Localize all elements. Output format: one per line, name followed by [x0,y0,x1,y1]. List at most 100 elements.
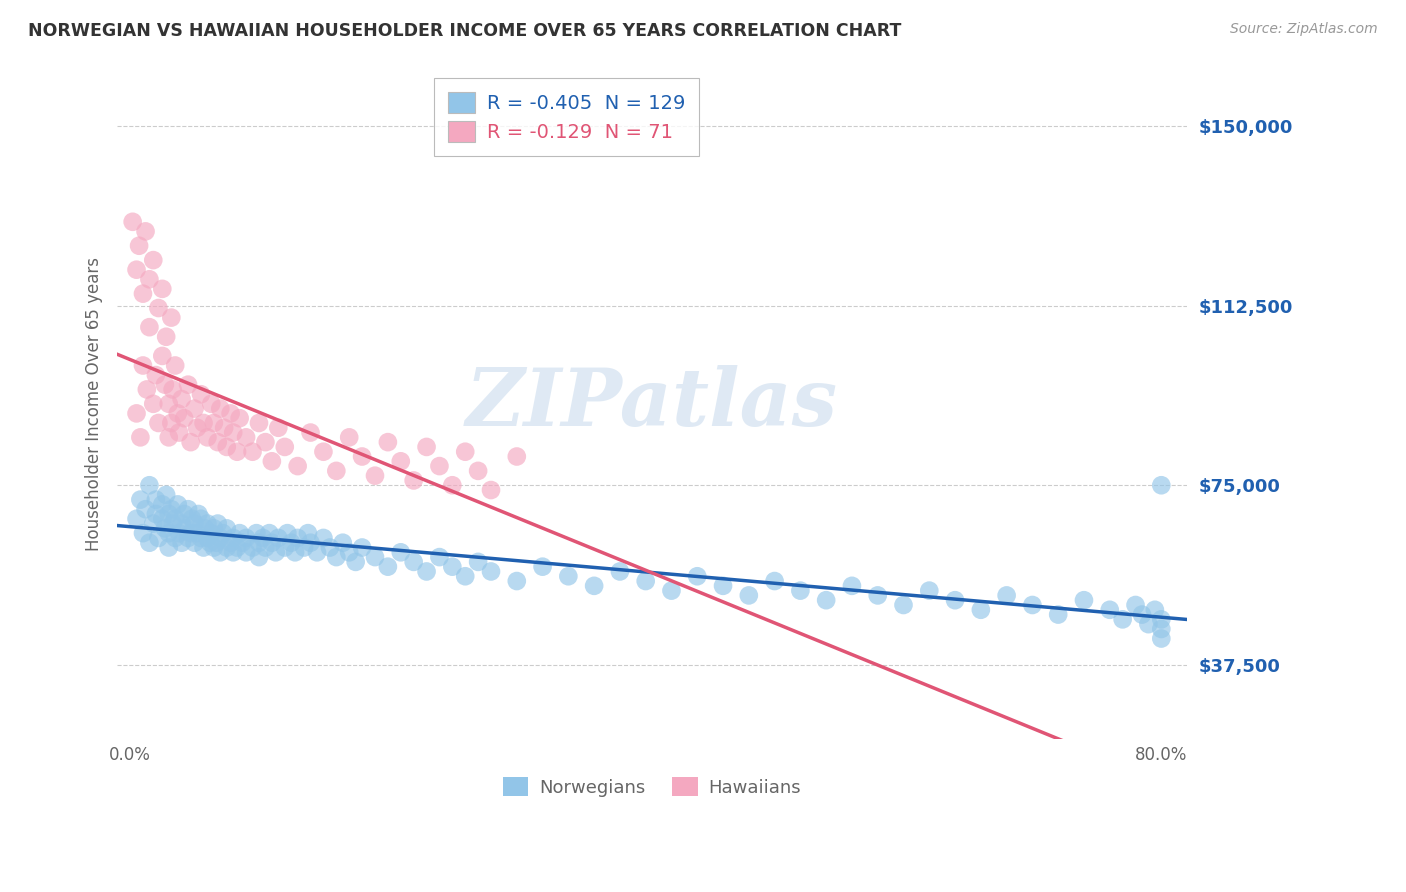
Point [145,507,167,521]
Point [1125,598,1147,612]
Point [162,516,184,531]
Point [202,416,225,430]
Point [429,459,451,474]
Point [738,589,761,603]
Point [259,526,281,541]
Point [352,450,374,464]
Point [1098,603,1121,617]
Point [150,282,173,296]
Point [160,310,183,325]
Point [1137,617,1160,632]
Point [166,406,188,420]
Point [247,535,270,549]
Point [132,526,155,541]
Point [267,421,290,435]
Point [402,474,425,488]
Point [893,598,915,612]
Point [174,521,197,535]
Point [135,383,157,397]
Point [402,555,425,569]
Point [264,545,287,559]
Point [228,526,250,541]
Point [205,535,228,549]
Point [160,416,183,430]
Point [180,435,202,450]
Point [160,502,183,516]
Point [183,516,205,531]
Point [377,435,399,450]
Point [200,526,222,541]
Point [197,516,219,531]
Point [943,593,966,607]
Point [145,492,167,507]
Point [129,492,152,507]
Point [1130,607,1153,622]
Point [415,565,437,579]
Point [228,411,250,425]
Point [284,545,307,559]
Point [183,535,205,549]
Point [165,531,187,545]
Point [1111,612,1133,626]
Point [287,531,309,545]
Point [190,531,212,545]
Point [686,569,709,583]
Point [352,541,374,555]
Point [312,531,335,545]
Point [260,454,283,468]
Point [454,444,477,458]
Point [287,459,309,474]
Point [274,541,297,555]
Point [219,406,242,420]
Point [153,377,176,392]
Point [212,421,235,435]
Point [222,425,245,440]
Point [231,535,253,549]
Point [187,507,209,521]
Point [1143,603,1166,617]
Point [125,262,148,277]
Point [198,535,221,549]
Point [155,488,177,502]
Point [197,430,219,444]
Point [441,559,464,574]
Point [415,440,437,454]
Point [157,541,180,555]
Point [215,440,238,454]
Point [377,559,399,574]
Point [344,555,367,569]
Point [157,507,180,521]
Point [235,430,257,444]
Point [479,565,502,579]
Point [194,521,217,535]
Point [157,526,180,541]
Point [1150,612,1173,626]
Point [325,464,347,478]
Point [918,583,941,598]
Point [441,478,464,492]
Point [479,483,502,497]
Point [173,411,195,425]
Point [219,535,242,549]
Point [1073,593,1095,607]
Point [215,541,238,555]
Point [186,421,208,435]
Point [148,301,170,315]
Point [247,416,270,430]
Y-axis label: Householder Income Over 65 years: Householder Income Over 65 years [86,257,103,551]
Point [207,435,229,450]
Point [252,531,274,545]
Point [145,368,167,382]
Point [129,430,152,444]
Point [138,535,160,549]
Point [267,531,290,545]
Point [226,541,249,555]
Point [254,435,277,450]
Point [180,526,202,541]
Point [1150,632,1173,646]
Point [245,526,267,541]
Point [142,253,165,268]
Point [1150,622,1173,636]
Point [150,497,173,511]
Point [319,541,342,555]
